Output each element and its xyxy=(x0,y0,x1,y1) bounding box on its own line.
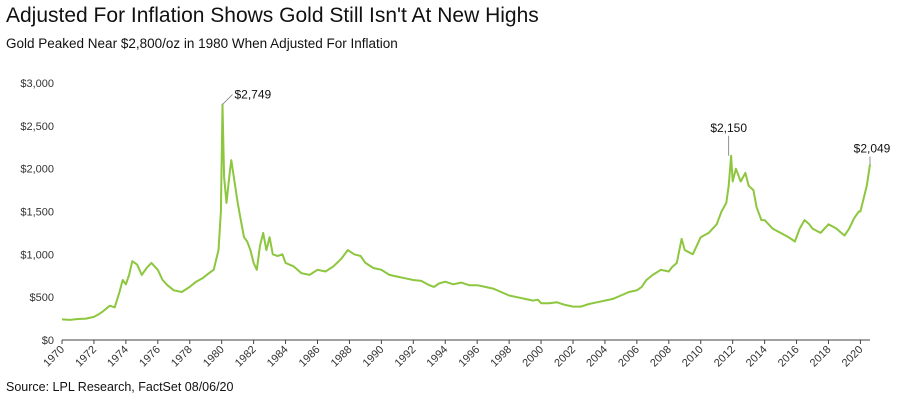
x-tick-label: 2018 xyxy=(808,344,834,370)
x-tick-label: 1978 xyxy=(169,344,195,370)
y-tick-label: $2,500 xyxy=(20,121,54,133)
chart-subtitle: Gold Peaked Near $2,800/oz in 1980 When … xyxy=(6,36,398,51)
y-tick-label: $1,000 xyxy=(20,249,54,261)
annotation-label: $2,049 xyxy=(854,141,891,155)
y-axis: $0 $500 $1,000 $1,500 $2,000 $2,500 $3,000 xyxy=(20,78,54,347)
x-tick-label: 1970 xyxy=(41,344,67,370)
annotation-label: $2,749 xyxy=(234,88,271,102)
y-tick-label: $1,500 xyxy=(20,207,54,219)
x-tick-label: 1980 xyxy=(201,344,227,370)
x-tick-label: 1990 xyxy=(361,344,387,370)
x-tick-label: 2004 xyxy=(584,344,610,370)
x-tick-label: 2000 xyxy=(520,344,546,370)
x-tick-label: 1994 xyxy=(425,344,451,370)
x-tick-label: 2008 xyxy=(648,344,674,370)
source-note: Source: LPL Research, FactSet 08/06/20 xyxy=(6,380,234,394)
x-axis: 1970 1972 1974 1976 1978 1980 1982 1984 1986 1988… xyxy=(41,340,866,370)
x-tick-label: 1988 xyxy=(329,344,355,370)
y-tick-label: $2,000 xyxy=(20,164,54,176)
x-tick-label: 2002 xyxy=(552,344,578,370)
x-tick-label: 1984 xyxy=(265,344,291,370)
x-tick-label: 1972 xyxy=(73,344,99,370)
x-tick-label: 1974 xyxy=(105,344,131,370)
x-tick-label: 1982 xyxy=(233,344,259,370)
x-tick-label: 1976 xyxy=(137,344,163,370)
y-tick-label: $500 xyxy=(30,292,54,304)
y-tick-label: $3,000 xyxy=(20,78,54,90)
x-tick-label: 1996 xyxy=(457,344,483,370)
chart-title: Adjusted For Inflation Shows Gold Still … xyxy=(6,4,539,27)
annotation-label: $2,150 xyxy=(710,121,747,135)
x-tick-label: 2020 xyxy=(840,344,866,370)
x-tick-label: 2014 xyxy=(744,344,770,370)
x-tick-label: 2012 xyxy=(712,344,738,370)
gold-price-series-line xyxy=(61,103,871,321)
y-tick-label: $0 xyxy=(42,335,54,347)
annotation-leader xyxy=(222,94,233,105)
annotations: $2,749 $2,150 $2,049 xyxy=(222,88,891,165)
x-tick-label: 1998 xyxy=(488,344,514,370)
x-tick-label: 1992 xyxy=(393,344,419,370)
x-tick-label: 2010 xyxy=(680,344,706,370)
gold-inflation-chart: $0 $500 $1,000 $1,500 $2,000 $2,500 $3,000 197… xyxy=(20,78,891,370)
x-tick-label: 2016 xyxy=(776,344,802,370)
x-tick-label: 1986 xyxy=(297,344,323,370)
x-tick-label: 2006 xyxy=(616,344,642,370)
